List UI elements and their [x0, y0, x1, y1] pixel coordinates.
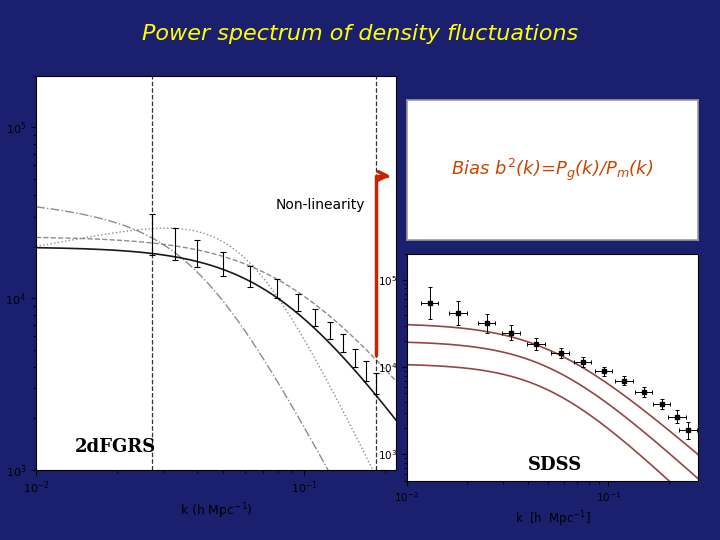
Text: Non-linearity: Non-linearity: [276, 198, 365, 212]
Text: Bias $b^2$(k)=$P_g$(k)/$P_m$(k): Bias $b^2$(k)=$P_g$(k)/$P_m$(k): [451, 157, 654, 183]
Text: Power spectrum of density fluctuations: Power spectrum of density fluctuations: [142, 24, 578, 44]
Text: 2dFGRS: 2dFGRS: [75, 438, 156, 456]
Text: SDSS: SDSS: [528, 456, 582, 474]
X-axis label: k  [h  Mpc$^{-1}$]: k [h Mpc$^{-1}$]: [515, 510, 590, 529]
X-axis label: k (h Mpc$^{-1}$): k (h Mpc$^{-1}$): [179, 502, 253, 521]
